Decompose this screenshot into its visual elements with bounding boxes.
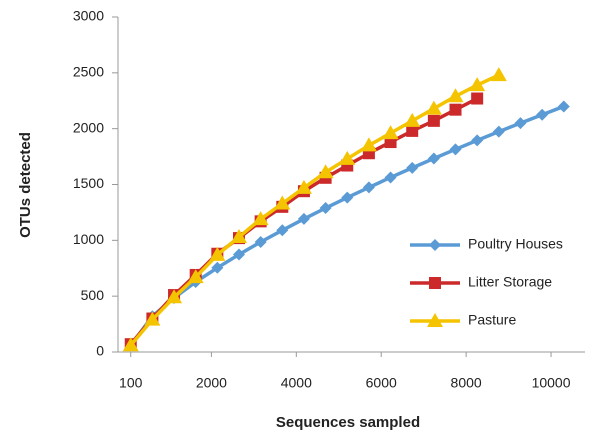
marker <box>252 211 269 226</box>
y-tick-label: 1500 <box>73 175 104 191</box>
x-axis-title: Sequences sampled <box>276 414 420 431</box>
marker <box>469 77 486 92</box>
marker <box>404 112 421 127</box>
x-tick-label: 4000 <box>281 375 312 391</box>
y-tick-label: 0 <box>96 343 104 359</box>
marker <box>471 92 484 105</box>
marker <box>449 103 462 116</box>
x-tick-label: 100 <box>119 375 143 391</box>
marker <box>362 181 375 194</box>
marker <box>471 134 484 147</box>
series-line <box>129 104 565 347</box>
marker <box>144 311 161 326</box>
marker <box>492 125 505 138</box>
marker <box>427 313 443 327</box>
marker <box>319 202 332 215</box>
marker <box>122 337 139 352</box>
marker <box>230 228 247 243</box>
marker <box>276 224 289 237</box>
x-tick-label: 10000 <box>532 375 571 391</box>
marker <box>429 277 441 289</box>
y-axis-title: OTUs detected <box>17 132 34 238</box>
y-tick-label: 500 <box>81 287 105 303</box>
marker <box>166 289 183 304</box>
x-tick-label: 6000 <box>366 375 397 391</box>
marker <box>360 137 377 152</box>
marker <box>427 152 440 165</box>
marker <box>406 161 419 174</box>
marker <box>449 143 462 156</box>
marker <box>209 246 226 261</box>
y-tick-label: 3000 <box>73 8 104 24</box>
marker <box>211 261 224 274</box>
x-tick-label: 2000 <box>196 375 227 391</box>
marker <box>425 100 442 115</box>
y-tick-label: 2000 <box>73 119 104 135</box>
marker <box>406 124 419 137</box>
marker <box>490 67 507 82</box>
legend-label: Litter Storage <box>468 274 552 290</box>
marker <box>274 195 291 210</box>
marker <box>384 171 397 184</box>
marker <box>427 114 440 127</box>
marker <box>341 191 354 204</box>
marker <box>317 164 334 179</box>
legend-label: Pasture <box>468 312 516 328</box>
legend-label: Poultry Houses <box>468 236 563 252</box>
marker <box>232 248 245 261</box>
y-tick-label: 2500 <box>73 64 104 80</box>
marker <box>339 150 356 165</box>
marker <box>382 125 399 140</box>
marker <box>295 179 312 194</box>
marker <box>429 239 441 251</box>
marker <box>557 100 570 113</box>
marker <box>514 117 527 130</box>
marker <box>447 88 464 103</box>
y-tick-label: 1000 <box>73 231 104 247</box>
marker <box>536 108 549 121</box>
marker <box>254 236 267 249</box>
marker <box>297 212 310 225</box>
x-tick-label: 8000 <box>451 375 482 391</box>
marker <box>187 269 204 284</box>
